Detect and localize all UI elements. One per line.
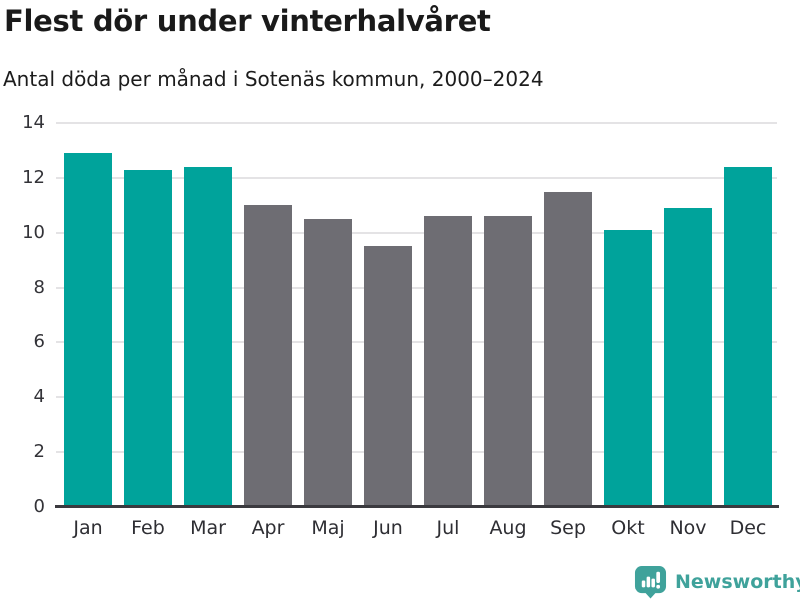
gridline-14 (56, 122, 777, 124)
bar-dec (724, 166, 772, 507)
x-axis-label-nov: Nov (669, 517, 707, 539)
bar-aug (484, 216, 532, 507)
y-tick-label-2: 2 (33, 441, 45, 463)
x-axis-label-okt: Okt (611, 517, 645, 539)
x-axis-label-mar: Mar (190, 517, 226, 539)
bar-nov (664, 208, 712, 507)
bar-maj (304, 219, 352, 507)
chart-title: Flest dör under vinterhalvåret (4, 4, 491, 38)
x-axis-label-jul: Jul (436, 517, 460, 539)
bar-jan (64, 153, 112, 507)
x-axis-label-sep: Sep (550, 517, 586, 539)
x-axis-label-apr: Apr (251, 517, 285, 539)
bar-jun (364, 246, 412, 507)
newsworthy-logo-text: Newsworthy (675, 571, 800, 593)
gridline-12 (56, 176, 777, 179)
y-tick-label-0: 0 (33, 496, 45, 517)
x-axis-label-jan: Jan (73, 517, 103, 539)
x-axis-label-dec: Dec (729, 517, 767, 539)
bar-mar (184, 166, 232, 507)
bar-sep (544, 191, 592, 507)
y-axis: 0 2 4 6 8 10 12 14 (0, 112, 45, 517)
y-tick-label-10: 10 (22, 221, 45, 243)
x-axis-label-aug: Aug (489, 517, 527, 539)
x-axis-line (55, 505, 779, 508)
y-tick-label-12: 12 (22, 166, 45, 188)
y-tick-label-4: 4 (33, 386, 45, 408)
gridline-4 (56, 396, 777, 399)
y-tick-label-6: 6 (33, 331, 45, 353)
x-axis-label-jun: Jun (373, 517, 403, 539)
gridline-6 (56, 341, 777, 344)
chart-subtitle: Antal döda per månad i Sotenäs kommun, 2… (3, 67, 544, 91)
y-tick-label-14: 14 (22, 112, 45, 133)
gridline-10 (56, 231, 777, 234)
bar-okt (604, 230, 652, 507)
x-axis: Jan Feb Mar Apr Maj Jun Jul Aug Sep Okt Nov Dec (56, 517, 777, 545)
newsworthy-logo-icon (634, 565, 667, 599)
gridline-8 (56, 286, 777, 289)
y-tick-label-8: 8 (33, 276, 45, 298)
x-axis-label-feb: Feb (131, 517, 165, 539)
plot-area (55, 122, 779, 508)
x-axis-label-maj: Maj (311, 517, 345, 539)
newsworthy-logo: Newsworthy (634, 564, 800, 600)
bar-feb (124, 169, 172, 507)
bar-apr (244, 205, 292, 507)
gridline-2 (56, 451, 777, 454)
bar-jul (424, 216, 472, 507)
